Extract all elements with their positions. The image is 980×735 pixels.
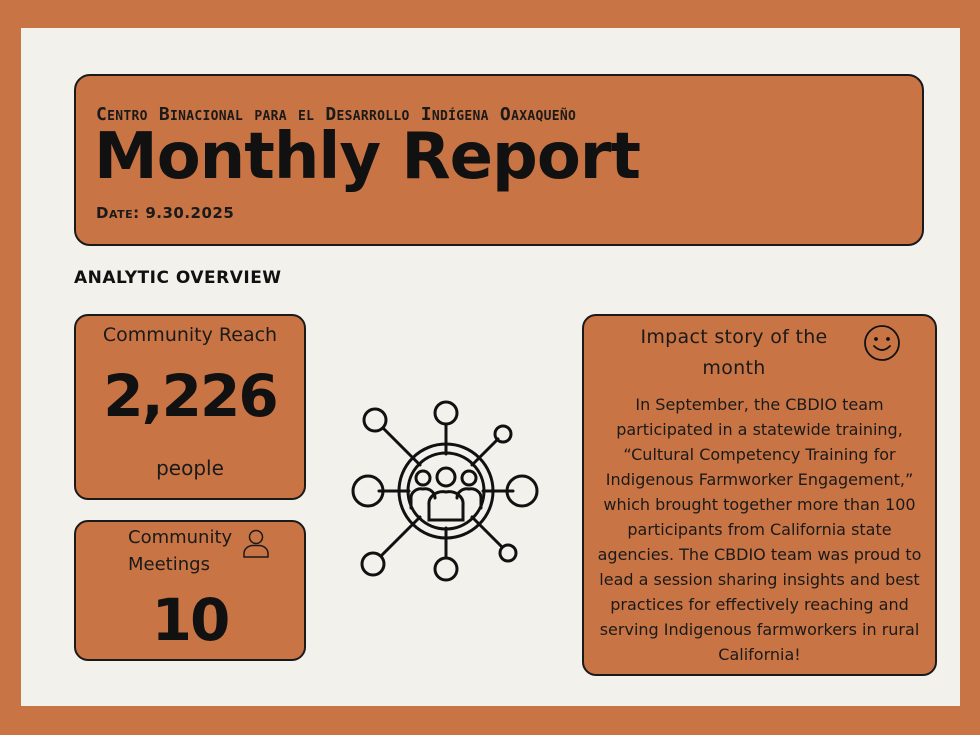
- community-reach-value: 2,226: [103, 362, 278, 430]
- community-reach-card: Community Reach 2,226 people: [74, 314, 306, 500]
- organization-name: Centro Binacional para el Desarrollo Ind…: [96, 104, 577, 125]
- report-sheet: Centro Binacional para el Desarrollo Ind…: [21, 28, 960, 706]
- community-meetings-card: Community Meetings 10: [74, 520, 306, 661]
- community-reach-label: Community Reach: [102, 324, 278, 346]
- smiley-face-icon: [864, 325, 900, 361]
- report-header: Centro Binacional para el Desarrollo Ind…: [74, 74, 924, 246]
- report-date: Date: 9.30.2025: [96, 204, 235, 222]
- section-heading: ANALYTIC OVERVIEW: [74, 268, 282, 288]
- report-title: Monthly Report: [94, 120, 641, 194]
- impact-story-body: In September, the CBDIO team participate…: [597, 395, 922, 664]
- community-reach-unit: people: [156, 456, 224, 480]
- community-network-icon: [351, 400, 539, 582]
- person-icon: [243, 529, 269, 558]
- impact-story-heading: Impact story of the month: [640, 326, 828, 379]
- impact-story-card: Impact story of the month In September, …: [582, 314, 937, 676]
- community-meetings-value: 10: [151, 586, 231, 654]
- community-meetings-label: Community Meetings: [128, 527, 233, 575]
